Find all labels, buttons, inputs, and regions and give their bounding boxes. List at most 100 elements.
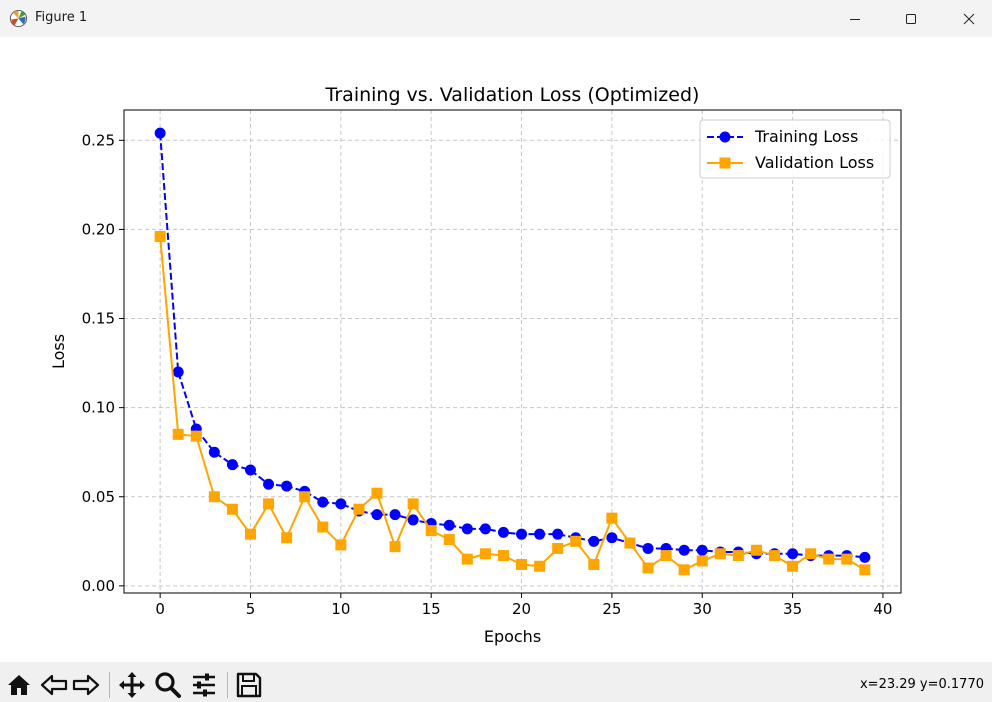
toolbar-separator [109,672,110,698]
save-button[interactable] [234,670,264,700]
data-point [787,560,799,572]
x-tick-label: 30 [693,600,712,618]
data-point [443,534,455,546]
data-point [516,528,528,540]
data-point [172,428,184,440]
legend-label: Training Loss [754,127,858,146]
minimize-button[interactable] [826,0,884,37]
data-point [353,503,365,515]
data-point [263,478,275,490]
data-point [389,509,401,521]
data-point [696,555,708,567]
data-point [678,544,690,556]
window-title: Figure 1 [35,10,88,25]
data-point [208,491,220,503]
series-line [159,133,865,559]
ticks: 0 5 10 15 20 25 30 35 40 0.00 0.05 0.10 0.15 0.20 0.25 [82,131,893,618]
data-point [244,528,256,540]
data-point [335,498,347,510]
chart-title: Training vs. Validation Loss (Optimized) [325,84,700,106]
series-layer [154,127,871,576]
maximize-button[interactable] [882,0,940,37]
data-point [769,550,781,562]
data-point [335,539,347,551]
data-point [552,528,564,540]
data-point [299,491,311,503]
data-point [461,553,473,565]
home-button[interactable] [4,670,34,700]
data-point [263,498,275,510]
data-point [660,550,672,562]
forward-arrow-icon [72,674,100,696]
toolbar-separator [227,672,228,698]
figure-canvas[interactable]: 0 5 10 15 20 25 30 35 40 0.00 0.05 0.10 0.15 0.20 0.25… [0,37,992,662]
data-point [190,430,202,442]
zoom-button[interactable] [153,670,183,700]
data-point [281,532,293,544]
pan-icon [119,672,145,698]
x-tick-label: 25 [602,600,621,618]
legend-label: Validation Loss [755,153,874,172]
series-line [159,236,866,572]
data-point [407,514,419,526]
data-point [859,551,871,563]
legend-marker [719,131,731,143]
data-point [244,464,256,476]
save-icon [236,672,262,698]
series-training-loss [154,127,871,563]
data-point [570,535,582,547]
x-tick-label: 20 [512,600,531,618]
data-point [588,558,600,570]
x-tick-label: 0 [155,600,165,618]
y-axis-label: Loss [49,334,68,369]
x-axis-label: Epochs [484,627,541,646]
data-point [606,512,618,524]
data-point [787,548,799,560]
data-point [805,548,817,560]
x-tick-label: 5 [246,600,256,618]
data-point [678,564,690,576]
data-point [497,550,509,562]
legend-marker [719,157,731,169]
data-point [425,525,437,537]
data-point [714,548,726,560]
data-point [859,564,871,576]
data-point [732,550,744,562]
data-point [624,537,636,549]
minimize-icon [850,18,860,20]
data-point [371,487,383,499]
close-icon [963,13,975,24]
data-point [317,496,329,508]
data-point [642,562,654,574]
data-point [516,558,528,570]
data-point [552,542,564,554]
data-point [208,446,220,458]
axes-frame [123,109,902,594]
forward-button[interactable] [71,670,101,700]
configure-subplots-button[interactable] [189,670,219,700]
zoom-icon [155,672,181,698]
data-point [371,509,383,521]
legend-box [699,119,891,179]
data-point [479,523,491,535]
data-point [642,542,654,554]
data-point [696,544,708,556]
pan-button[interactable] [117,670,147,700]
data-point [588,535,600,547]
data-point [407,498,419,510]
close-button[interactable] [940,0,992,37]
y-tick-label: 0.05 [82,488,115,506]
data-point [750,544,762,556]
data-point [606,532,618,544]
window-titlebar: Figure 1 [0,0,992,37]
data-point [461,523,473,535]
back-button[interactable] [39,670,69,700]
legend: Training Loss Validation Loss [699,119,891,179]
y-tick-label: 0.00 [82,577,115,595]
data-point [841,553,853,565]
cursor-coordinates: x=23.29 y=0.1770 [859,677,984,692]
data-point [281,480,293,492]
data-point [154,231,166,243]
data-point [172,366,184,378]
x-tick-label: 35 [783,600,802,618]
